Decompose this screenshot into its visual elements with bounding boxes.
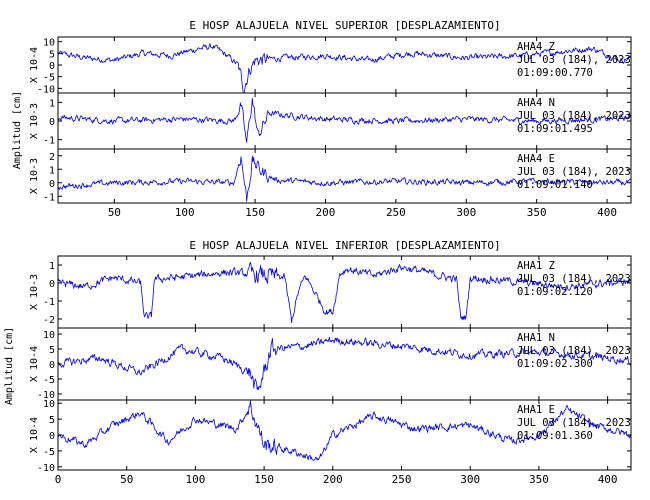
- y-tick-label: 0: [49, 279, 55, 290]
- y-tick-label: -2: [43, 315, 55, 326]
- chart-lower-title: E HOSP ALAJUELA NIVEL INFERIOR [DESPLAZA…: [189, 239, 500, 252]
- y-tick-label: 5: [49, 345, 55, 356]
- y-tick-label: 10: [43, 330, 55, 341]
- chart-upper-ylabel: Amplitud [cm]: [12, 91, 23, 169]
- x-tick-label: 200: [316, 206, 336, 219]
- chart-lower-ylabel: Amplitud [cm]: [4, 327, 15, 405]
- x-tick-label: 350: [529, 473, 549, 486]
- station-label: AHA4 Z: [517, 41, 555, 53]
- y-tick-label: 10: [43, 38, 55, 49]
- scale-label: X 10-4: [29, 47, 40, 83]
- scale-label: X 10-3: [29, 274, 40, 310]
- x-tick-label: 50: [120, 473, 133, 486]
- y-tick-label: 5: [49, 415, 55, 426]
- x-tick-label: 100: [175, 206, 195, 219]
- trace-line: [58, 97, 631, 143]
- station-label: AHA1 N: [517, 332, 555, 344]
- y-tick-label: -5: [43, 375, 55, 386]
- date-label: JUL 03 (184), 2023: [517, 54, 631, 66]
- y-tick-label: 10: [43, 399, 55, 410]
- y-tick-label: 0: [49, 179, 55, 190]
- x-tick-label: 250: [392, 473, 412, 486]
- time-label: 01:09:01.360: [517, 430, 593, 442]
- date-label: JUL 03 (184), 2023: [517, 345, 631, 357]
- panel-frame: [57, 148, 632, 204]
- chart-lower: E HOSP ALAJUELA NIVEL INFERIOR [DESPLAZA…: [4, 239, 632, 486]
- scale-label: X 10-3: [29, 158, 40, 194]
- time-label: 01:09:00.770: [517, 67, 593, 79]
- y-tick-label: -1: [43, 297, 55, 308]
- x-tick-label: 0: [55, 473, 62, 486]
- y-tick-label: 0: [49, 61, 55, 72]
- y-tick-label: -10: [37, 390, 55, 401]
- y-tick-label: -10: [37, 84, 55, 95]
- x-tick-label: 50: [108, 206, 121, 219]
- y-tick-label: -1: [43, 136, 55, 147]
- trace-line: [58, 155, 631, 202]
- x-tick-label: 200: [323, 473, 343, 486]
- y-tick-label: 1: [49, 98, 55, 109]
- x-tick-label: 100: [185, 473, 205, 486]
- y-tick-label: -10: [37, 463, 55, 474]
- station-label: AHA1 E: [517, 404, 555, 416]
- date-label: JUL 03 (184), 2023: [517, 273, 631, 285]
- time-label: 01:09:02.120: [517, 286, 593, 298]
- time-label: 01:09:01.140: [517, 179, 593, 191]
- y-tick-label: 0: [49, 431, 55, 442]
- y-tick-label: 1: [49, 165, 55, 176]
- time-label: 01:09:02.300: [517, 358, 593, 370]
- chart-upper: E HOSP ALAJUELA NIVEL SUPERIOR [DESPLAZA…: [12, 19, 632, 219]
- y-tick-label: -5: [43, 447, 55, 458]
- trace-line: [58, 400, 631, 461]
- y-tick-label: 5: [49, 49, 55, 60]
- date-label: JUL 03 (184), 2023: [517, 110, 631, 122]
- station-label: AHA4 E: [517, 153, 555, 165]
- station-label: AHA1 Z: [517, 260, 555, 272]
- trace-line: [58, 43, 631, 93]
- y-tick-label: 0: [49, 117, 55, 128]
- lower-xticks: 0 50 100 150 200 250 300 350 400: [55, 256, 618, 486]
- trace-line: [58, 336, 631, 391]
- upper-xticks: 50 100 150 200 250 300 350 400: [108, 37, 617, 219]
- station-label: AHA4 N: [517, 97, 555, 109]
- y-tick-label: -5: [43, 73, 55, 84]
- scale-label: X 10-4: [29, 346, 40, 382]
- scale-label: X 10-4: [29, 417, 40, 453]
- x-tick-label: 300: [460, 473, 480, 486]
- x-tick-label: 400: [598, 473, 618, 486]
- time-label: 01:09:01.495: [517, 123, 593, 135]
- x-tick-label: 150: [245, 206, 265, 219]
- y-tick-label: 2: [49, 152, 55, 163]
- x-tick-label: 300: [456, 206, 476, 219]
- scale-label: X 10-3: [29, 103, 40, 139]
- x-tick-label: 250: [386, 206, 406, 219]
- date-label: JUL 03 (184), 2023: [517, 417, 631, 429]
- chart-upper-title: E HOSP ALAJUELA NIVEL SUPERIOR [DESPLAZA…: [189, 19, 500, 32]
- y-tick-label: 0: [49, 360, 55, 371]
- x-tick-label: 350: [527, 206, 547, 219]
- y-tick-label: -1: [43, 192, 55, 203]
- trace-line: [58, 261, 631, 324]
- x-tick-label: 150: [254, 473, 274, 486]
- y-tick-label: 1: [49, 261, 55, 272]
- date-label: JUL 03 (184), 2023: [517, 166, 631, 178]
- x-tick-label: 400: [597, 206, 617, 219]
